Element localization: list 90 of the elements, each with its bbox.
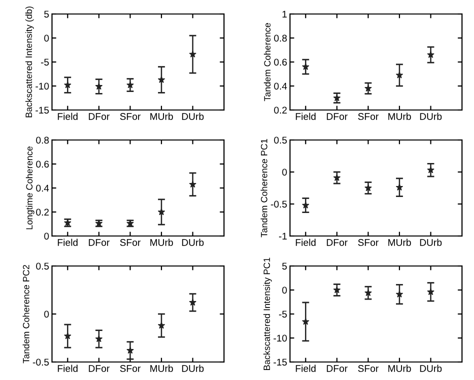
point: [333, 174, 341, 181]
point: [396, 71, 404, 78]
y-tick-label: 0.2: [274, 106, 287, 114]
y-tick-label: 0: [44, 232, 49, 240]
x-tick-label: DUrb: [420, 364, 442, 372]
x-tick-label: DFor: [326, 239, 348, 246]
x-tick-label: MUrb: [150, 238, 173, 246]
point: [158, 76, 166, 83]
y-tick-label: -10: [274, 334, 287, 342]
y-axis-title: Tandem Coherence: [264, 23, 271, 102]
point: [333, 94, 341, 102]
x-tick-label: DFor: [326, 365, 348, 372]
x-tick-label: Field: [58, 112, 78, 120]
point: [189, 50, 196, 58]
y-tick-label: -5: [279, 310, 287, 318]
x-tick-label: DUrb: [182, 238, 204, 246]
point: [364, 289, 372, 296]
x-tick-label: Field: [296, 364, 316, 372]
point: [64, 332, 72, 340]
point: [95, 335, 103, 342]
point: [158, 208, 166, 216]
y-axis-title: Backscattered Intensity (db): [25, 6, 34, 118]
point: [95, 82, 103, 90]
x-tick-label: SFor: [358, 365, 379, 372]
y-tick-label: 0.2: [36, 208, 49, 216]
point: [396, 290, 404, 298]
y-tick-label: 0.8: [274, 34, 287, 42]
point: [333, 286, 341, 294]
point: [126, 346, 134, 354]
x-tick-label: DFor: [88, 365, 110, 372]
x-tick-label: SFor: [120, 113, 141, 120]
point: [126, 81, 134, 88]
x-tick-label: Field: [58, 364, 78, 372]
y-tick-label: 0.5: [36, 262, 49, 270]
y-tick-label: 0.4: [36, 184, 49, 192]
y-tick-label: -1: [279, 232, 287, 240]
x-tick-label: SFor: [120, 365, 141, 372]
y-tick-label: 0.6: [274, 58, 287, 66]
x-tick-label: SFor: [120, 239, 141, 246]
y-tick-label: -10: [36, 82, 49, 90]
point: [302, 318, 310, 325]
y-tick-label: -5: [41, 58, 49, 66]
point: [158, 322, 166, 329]
x-tick-label: Field: [296, 238, 316, 246]
y-axis-title: Backscattered Intensity PC1: [263, 258, 272, 370]
point: [189, 298, 196, 306]
y-tick-label: 0.8: [36, 136, 49, 144]
x-tick-label: Field: [296, 112, 316, 120]
y-tick-label: 0.6: [36, 160, 49, 168]
point: [396, 184, 404, 191]
y-tick-label: 0: [282, 286, 287, 294]
y-tick-label: 0: [44, 310, 49, 318]
x-tick-label: DFor: [326, 113, 348, 120]
point: [427, 166, 434, 174]
y-tick-label: -15: [274, 358, 287, 366]
y-tick-label: -0.5: [32, 358, 49, 366]
y-tick-label: -15: [36, 106, 49, 114]
x-tick-label: DFor: [88, 239, 110, 246]
x-tick-label: DUrb: [182, 364, 204, 372]
x-tick-label: DUrb: [420, 112, 442, 120]
x-tick-label: MUrb: [388, 364, 411, 372]
point: [64, 81, 72, 88]
x-tick-label: MUrb: [150, 364, 173, 372]
point: [302, 62, 310, 70]
x-tick-label: DFor: [88, 113, 110, 120]
x-tick-label: MUrb: [388, 238, 411, 246]
point: [302, 201, 310, 208]
y-tick-label: 0: [282, 168, 287, 176]
x-tick-label: SFor: [358, 113, 379, 120]
y-tick-label: 0: [44, 34, 49, 42]
y-tick-label: -0.5: [270, 200, 287, 208]
x-tick-label: DUrb: [420, 238, 442, 246]
y-tick-label: 0.5: [274, 136, 287, 144]
point: [427, 50, 434, 58]
y-tick-label: 5: [44, 10, 49, 18]
point: [364, 84, 372, 92]
y-tick-label: 0.4: [274, 82, 287, 90]
y-tick-label: 1: [282, 10, 287, 18]
x-tick-label: Field: [58, 238, 78, 246]
y-tick-label: 5: [282, 262, 287, 270]
y-axis-title: Longtime Coherence: [26, 146, 34, 230]
point: [364, 184, 372, 192]
x-tick-label: MUrb: [388, 112, 411, 120]
x-tick-label: DUrb: [182, 112, 204, 120]
x-tick-label: MUrb: [150, 112, 173, 120]
point: [189, 180, 196, 188]
x-tick-label: SFor: [358, 239, 379, 246]
point: [427, 288, 434, 296]
y-axis-title: Tandem Coherence PC1: [260, 139, 268, 238]
y-axis-title: Tandem Coherence PC2: [22, 265, 30, 364]
